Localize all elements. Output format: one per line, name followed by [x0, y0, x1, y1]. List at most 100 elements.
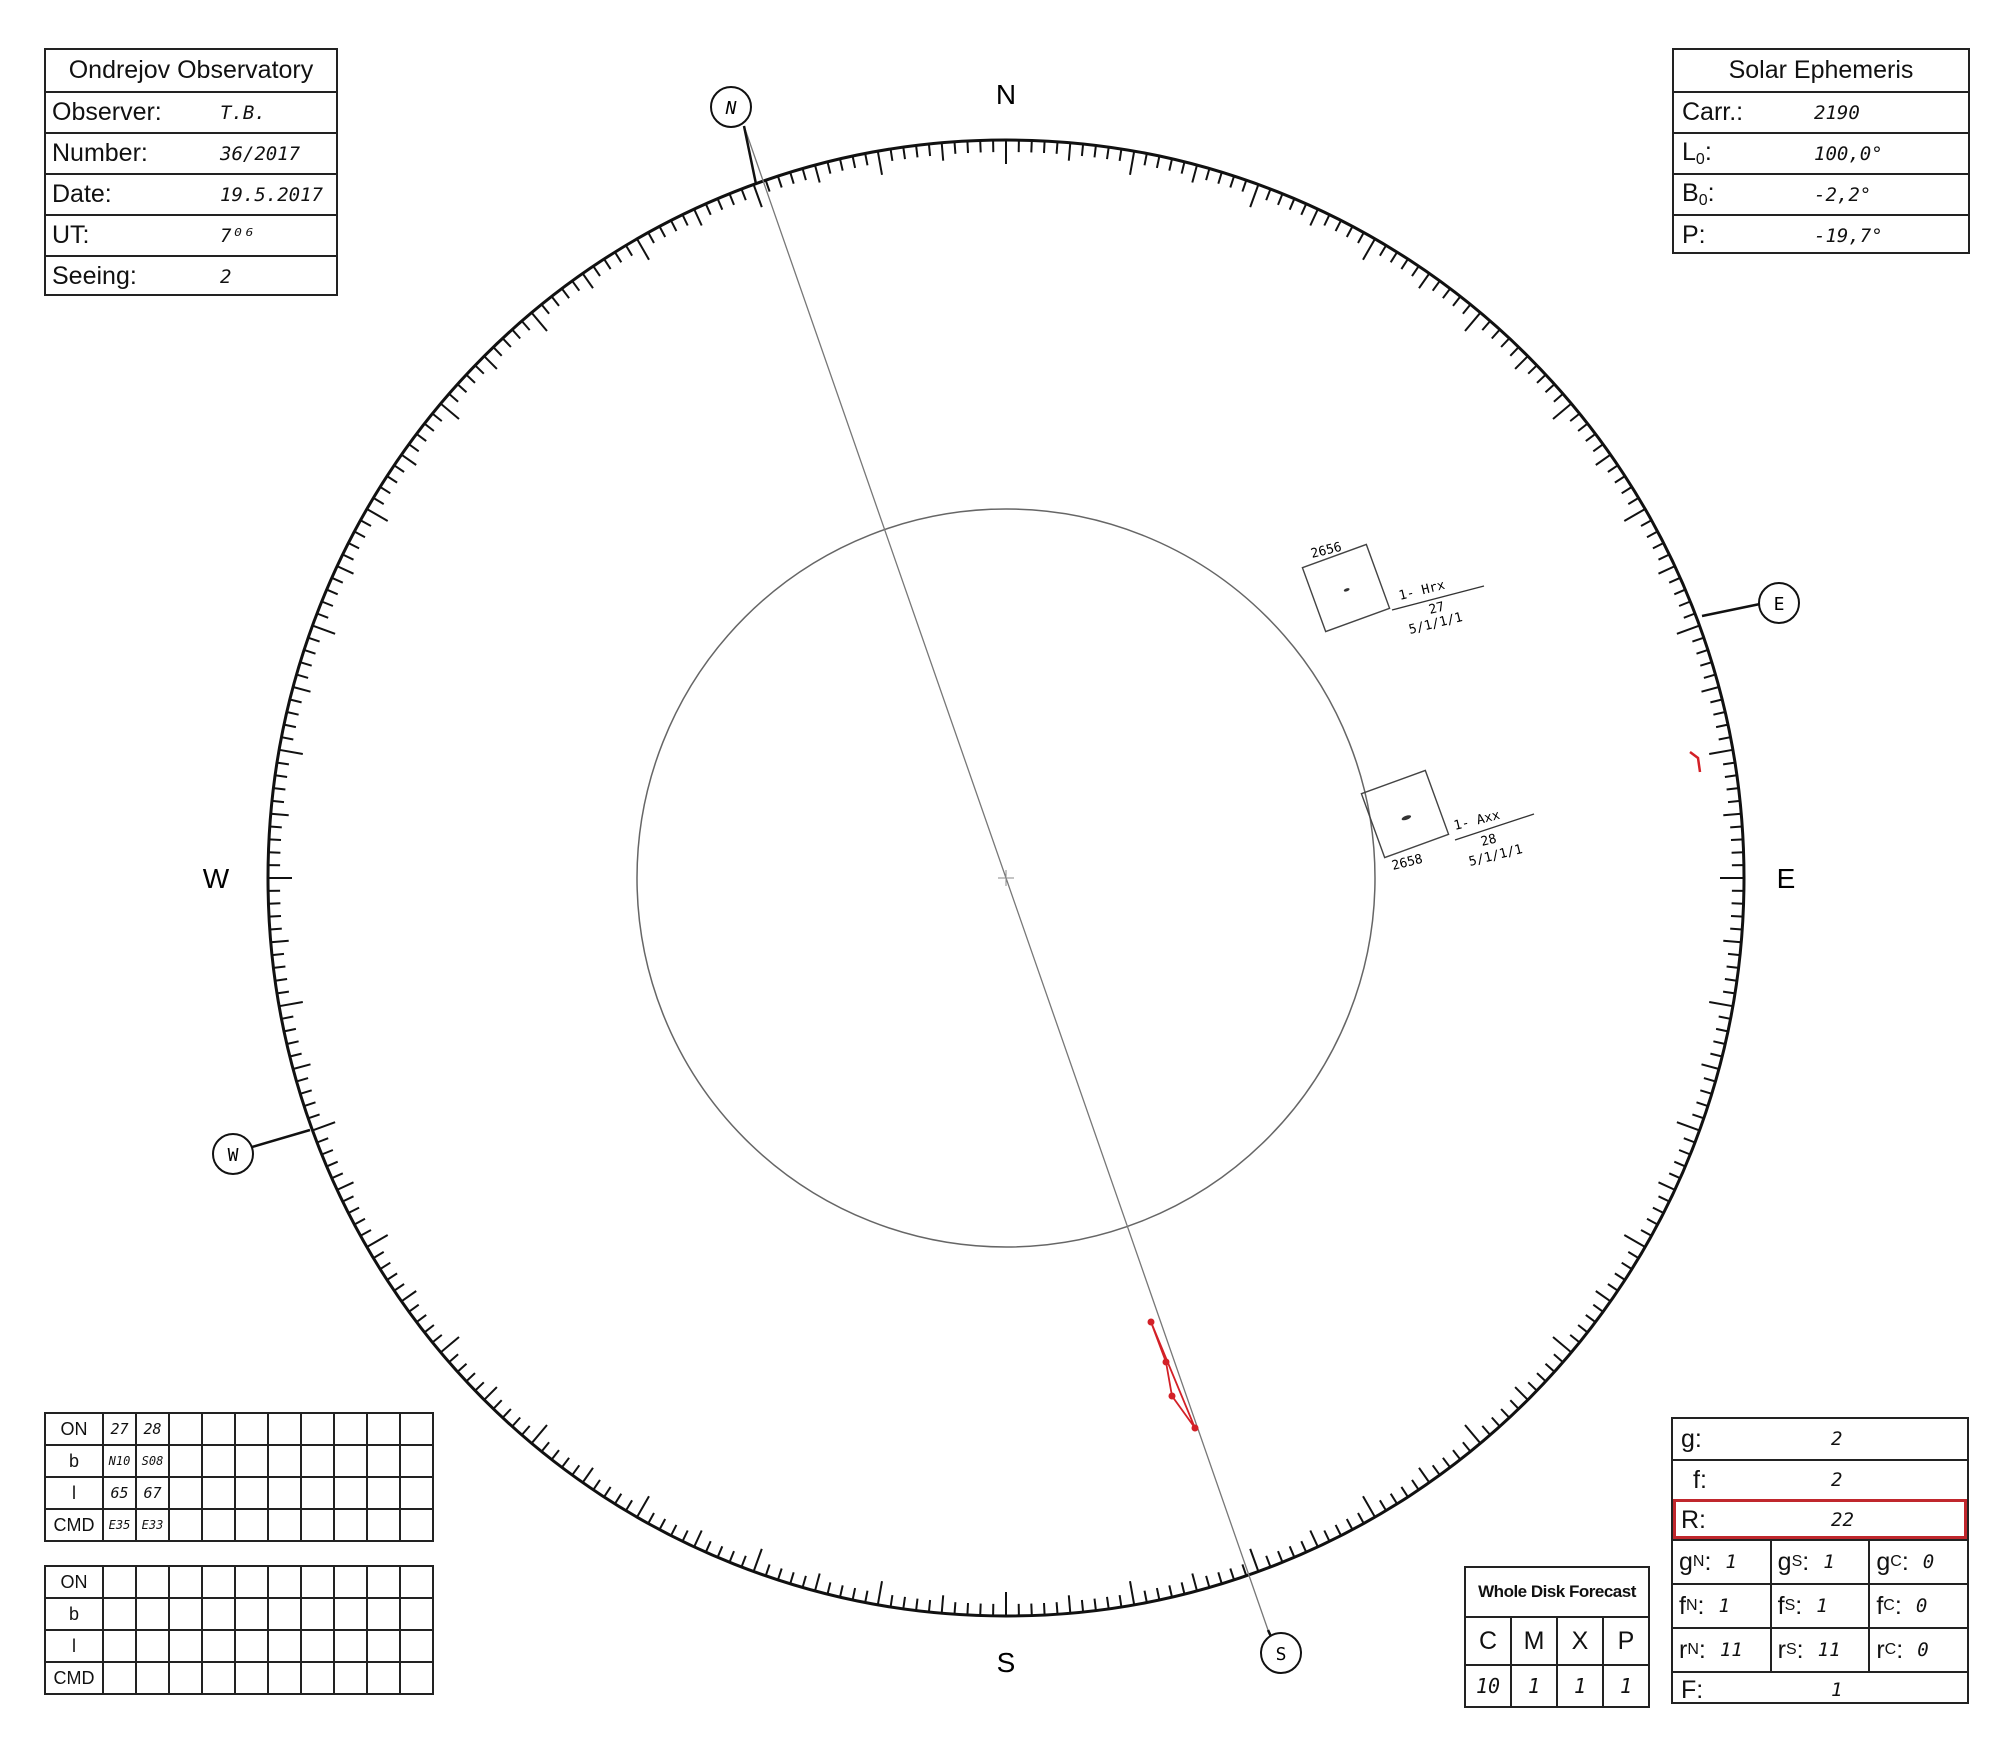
degree-tick — [1400, 258, 1409, 270]
degree-tick — [456, 1363, 468, 1373]
degree-tick — [1323, 1530, 1331, 1542]
cell: E35 — [102, 1508, 137, 1542]
degree-tick — [592, 265, 601, 277]
group-class: 1- Axx — [1452, 808, 1501, 834]
degree-tick — [296, 1077, 309, 1083]
degree-tick — [408, 1303, 420, 1313]
degree-tick — [1191, 164, 1198, 183]
degree-tick — [1143, 153, 1148, 166]
degree-tick — [1710, 698, 1723, 704]
degree-tick — [1683, 1137, 1696, 1144]
degree-tick — [625, 244, 633, 257]
g-label: g: — [1681, 1424, 1702, 1453]
degree-tick — [347, 542, 360, 550]
degree-tick — [1300, 1540, 1308, 1553]
degree-tick — [864, 1590, 869, 1603]
degree-tick — [1678, 600, 1691, 607]
spot-table-2: ON b l CMD — [44, 1565, 434, 1695]
degree-tick — [1143, 1590, 1148, 1603]
marker-n-stem — [742, 125, 758, 185]
degree-tick — [1442, 1457, 1451, 1469]
degree-tick — [1726, 787, 1739, 791]
degree-tick — [1607, 464, 1619, 473]
degree-tick — [1067, 142, 1072, 161]
degree-tick — [625, 1499, 633, 1512]
date-label: Date: — [52, 180, 112, 208]
degree-tick — [889, 148, 894, 162]
degree-tick — [1491, 1416, 1501, 1428]
degree-tick — [292, 686, 311, 693]
degree-tick — [321, 600, 334, 607]
degree-tick — [1106, 147, 1110, 160]
degree-tick — [1345, 1518, 1354, 1531]
degree-tick — [670, 219, 678, 232]
degree-tick — [1569, 412, 1581, 422]
cell: S08 — [135, 1444, 170, 1478]
degree-tick — [1500, 337, 1511, 348]
degree-tick — [1168, 1585, 1173, 1598]
degree-tick — [704, 203, 712, 216]
degree-tick — [764, 1564, 771, 1577]
degree-tick — [940, 1595, 945, 1614]
degree-tick — [540, 303, 550, 315]
l0-row: L0: 100,0° — [1674, 132, 1968, 173]
degree-tick — [268, 915, 282, 918]
degree-tick — [1701, 686, 1720, 693]
degree-tick — [353, 530, 366, 539]
degree-tick — [530, 312, 548, 332]
degree-tick — [400, 1290, 417, 1303]
degree-tick — [1514, 355, 1529, 370]
degree-tick — [1585, 433, 1597, 442]
degree-tick — [1709, 1001, 1733, 1008]
degree-tick — [851, 155, 857, 169]
group-leader — [1391, 585, 1485, 611]
degree-tick — [1658, 1195, 1670, 1203]
degree-tick — [693, 208, 703, 226]
degree-tick — [1509, 1399, 1520, 1410]
degree-tick — [1309, 1530, 1319, 1548]
filament-point — [1147, 1318, 1155, 1326]
degree-tick — [681, 1530, 689, 1542]
degree-tick — [1462, 303, 1472, 315]
degree-tick — [501, 337, 512, 348]
degree-tick — [511, 1416, 521, 1428]
degree-tick — [1334, 219, 1342, 232]
degree-tick — [416, 433, 427, 442]
seeing-value: 2 — [220, 265, 232, 288]
degree-tick — [1334, 1524, 1342, 1537]
group-id: 27 — [1427, 600, 1446, 618]
degree-tick — [1345, 225, 1354, 238]
cell: 65 — [102, 1476, 137, 1510]
header-cmd: CMD — [44, 1508, 104, 1542]
degree-tick — [1055, 1602, 1059, 1615]
degree-tick — [342, 553, 354, 561]
table-row: ON 27 28 — [44, 1412, 434, 1446]
degree-tick — [1673, 588, 1686, 596]
degree-tick — [286, 1040, 299, 1045]
r-row: R: 22 — [1673, 1499, 1967, 1539]
degree-tick — [1652, 1206, 1665, 1214]
degree-tick — [966, 140, 969, 154]
degree-tick — [1043, 140, 1046, 154]
degree-tick — [1727, 952, 1741, 957]
degree-tick — [571, 1464, 581, 1476]
degree-tick — [342, 1195, 354, 1203]
degree-tick — [1527, 1381, 1538, 1392]
F-row: F: 1 — [1673, 1671, 1967, 1707]
degree-tick — [540, 1441, 550, 1453]
degree-tick — [393, 464, 405, 473]
degree-tick — [740, 188, 747, 201]
forecast-class-m: M — [1510, 1616, 1558, 1666]
degree-tick — [1400, 1486, 1409, 1498]
degree-tick — [521, 320, 531, 331]
degree-tick — [1709, 748, 1733, 755]
degree-tick — [814, 1573, 821, 1592]
degree-tick — [270, 812, 289, 817]
prominence-marking — [1689, 751, 1702, 773]
marker-s-label: S — [1276, 1644, 1287, 1665]
forecast-value-p: 1 — [1602, 1664, 1650, 1708]
degree-tick — [1607, 1283, 1619, 1292]
seeing-row: Seeing: 2 — [46, 255, 336, 296]
forecast-value-x: 1 — [1556, 1664, 1604, 1708]
